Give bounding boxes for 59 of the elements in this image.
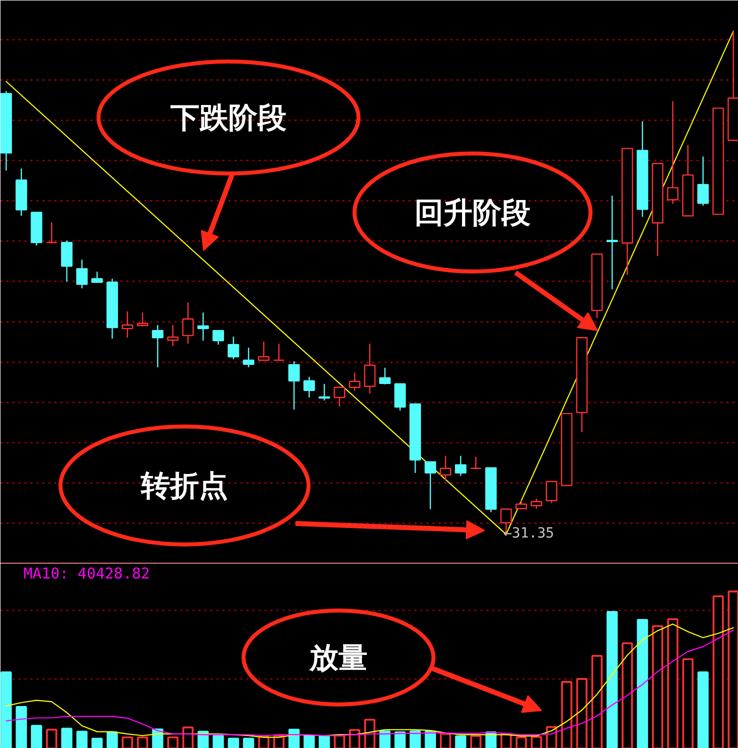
candlestick	[303, 376, 315, 398]
candlestick	[122, 310, 134, 338]
candlestick	[379, 367, 391, 385]
candlestick	[258, 341, 270, 361]
bar	[410, 730, 421, 748]
text: MA10: 40428.82	[24, 564, 150, 582]
candlestick	[288, 360, 300, 410]
candlestick	[182, 302, 194, 344]
candlestick	[454, 455, 466, 477]
bar	[61, 728, 72, 748]
candlestick	[334, 386, 346, 408]
candlestick	[470, 456, 482, 470]
candlestick	[606, 195, 618, 290]
candlestick	[152, 324, 164, 368]
annotation: 回升阶段	[414, 196, 530, 230]
candlestick	[76, 259, 88, 289]
annotation: ←31.35	[504, 526, 554, 542]
bar	[606, 610, 618, 748]
candlestick	[697, 156, 709, 206]
candlestick	[530, 498, 542, 510]
annotation: 放量	[308, 640, 368, 674]
bar	[91, 738, 103, 748]
bar	[636, 618, 648, 748]
candlestick	[91, 271, 103, 283]
bar	[379, 730, 391, 748]
bar	[106, 731, 118, 748]
bar	[76, 730, 88, 748]
bar	[198, 730, 209, 748]
candlestick	[273, 343, 285, 361]
candlestick	[61, 240, 73, 282]
bar	[697, 671, 709, 748]
bar	[318, 735, 330, 748]
bar	[304, 734, 315, 748]
candlestick	[424, 461, 436, 510]
candlestick	[212, 330, 224, 346]
candlestick	[318, 383, 330, 402]
candlestick	[197, 312, 209, 342]
bar	[228, 738, 240, 748]
bar	[242, 738, 254, 748]
candlestick	[242, 347, 254, 368]
candlestick	[546, 480, 558, 504]
candlestick	[667, 100, 679, 204]
annotation: 下跌阶段	[170, 100, 286, 134]
bar	[16, 706, 27, 748]
candlestick	[394, 383, 406, 412]
bar	[0, 671, 12, 748]
bar	[30, 724, 42, 748]
candlestick	[167, 324, 179, 347]
candlestick	[348, 372, 360, 392]
candlestick	[136, 312, 148, 328]
candlestick	[228, 336, 240, 360]
bar	[212, 734, 224, 748]
bar	[394, 731, 406, 748]
candlestick	[364, 343, 376, 394]
bar	[424, 730, 436, 748]
annotation: 转折点	[140, 468, 228, 502]
bar	[455, 735, 466, 748]
candlestick	[440, 455, 452, 482]
candlestick	[46, 222, 58, 244]
